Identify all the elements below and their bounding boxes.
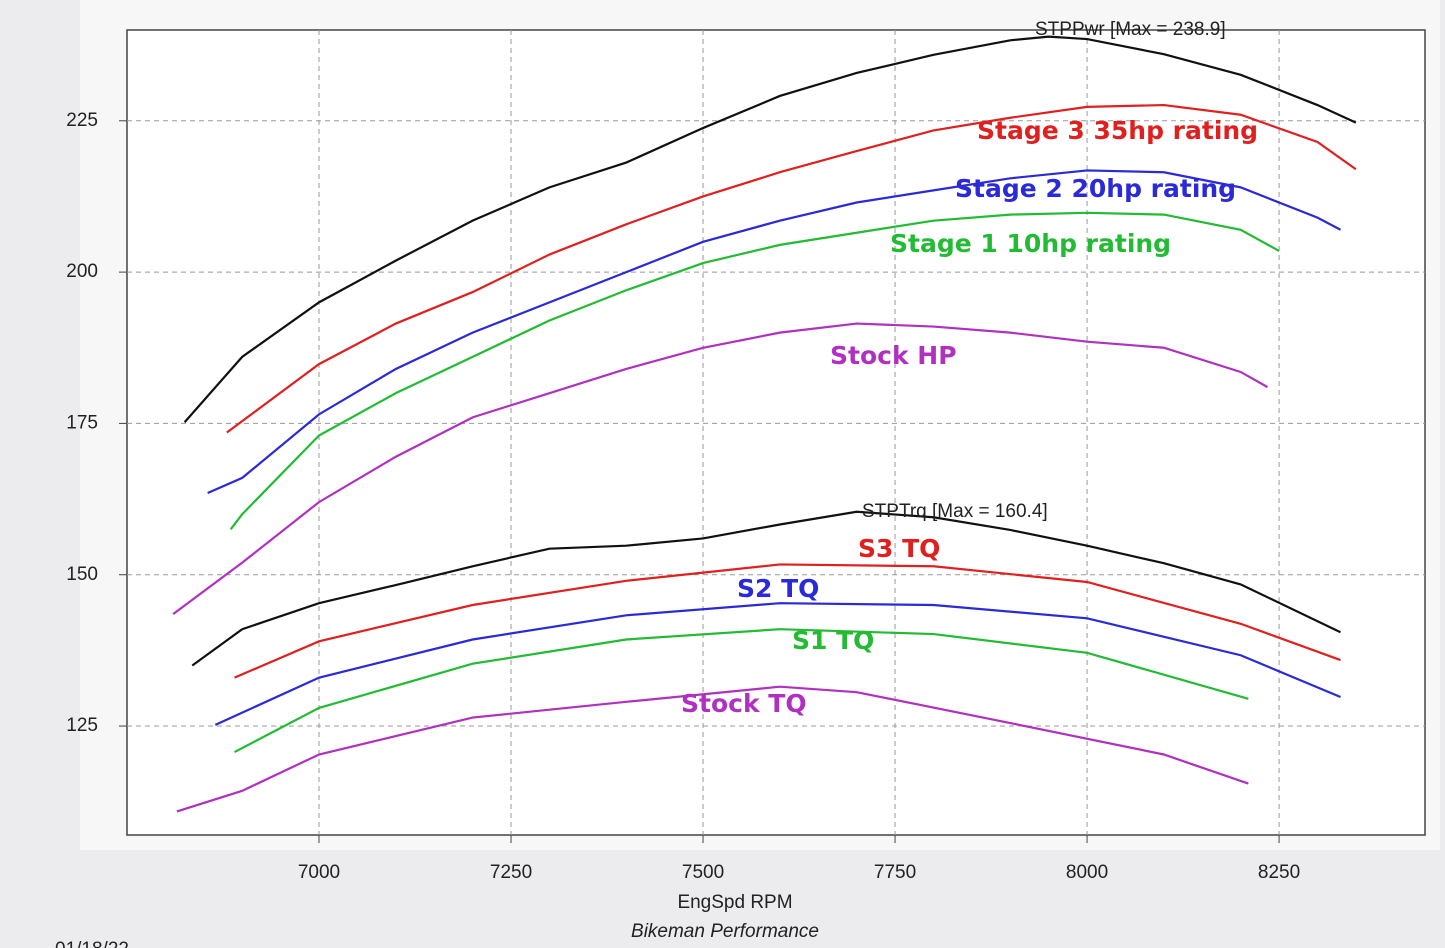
series-label: Stage 1 10hp rating	[890, 229, 1171, 258]
series-label: S1 TQ	[792, 626, 874, 655]
x-tick-label: 7250	[490, 862, 532, 883]
series-label: STPPwr [Max = 238.9]	[1035, 19, 1226, 40]
y-tick-label: 175	[66, 412, 98, 433]
y-tick-label: 125	[66, 715, 98, 736]
series-line	[214, 602, 1341, 726]
x-tick-label: 7750	[874, 862, 916, 883]
series-label: S2 TQ	[737, 574, 819, 603]
series-label: Stage 3 35hp rating	[977, 116, 1258, 145]
y-tick-label: 225	[66, 110, 98, 131]
series-label: Stage 2 20hp rating	[955, 174, 1236, 203]
footer: Bikeman Performance	[631, 921, 819, 942]
series-line	[229, 211, 1280, 531]
series-line	[183, 35, 1357, 423]
x-tick-label: 8250	[1258, 862, 1300, 883]
x-tick-label: 7500	[682, 862, 724, 883]
series-line	[207, 169, 1342, 495]
series-label: STPTrq [Max = 160.4]	[862, 501, 1048, 522]
series-line	[191, 510, 1341, 667]
series-line	[234, 563, 1341, 679]
date: 01/18/22	[55, 939, 129, 948]
series-line	[176, 685, 1249, 813]
series-line	[226, 103, 1357, 434]
x-axis-label: EngSpd RPM	[677, 892, 792, 913]
series-label: Stock HP	[830, 341, 957, 370]
series-line	[172, 322, 1269, 615]
series-label: S3 TQ	[858, 534, 940, 563]
x-tick-label: 7000	[298, 862, 340, 883]
y-tick-label: 200	[66, 261, 98, 282]
y-tick-label: 150	[66, 564, 98, 585]
series-label: Stock TQ	[681, 689, 807, 718]
series-line	[234, 628, 1249, 754]
x-tick-label: 8000	[1066, 862, 1108, 883]
